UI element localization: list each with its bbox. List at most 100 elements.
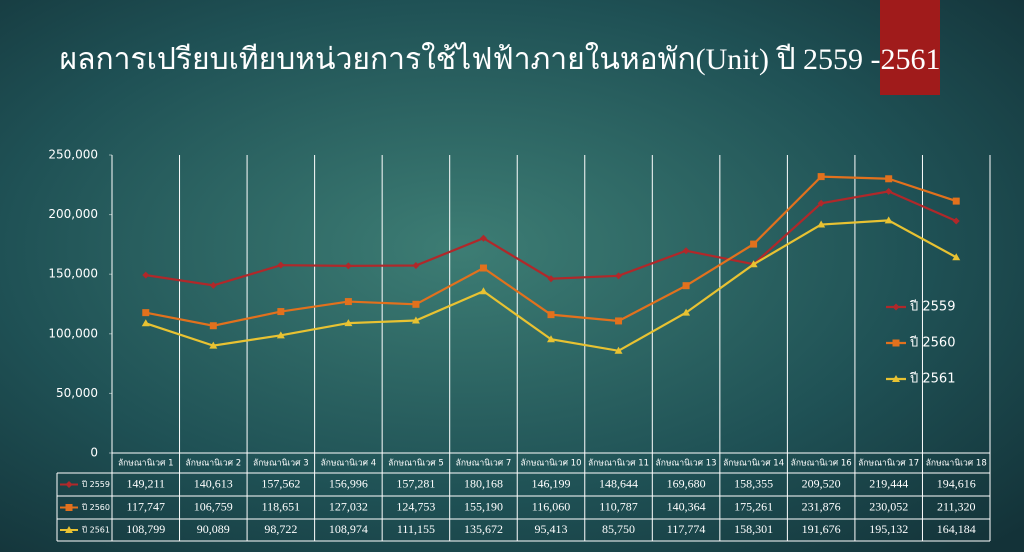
marker: [682, 247, 690, 255]
marker: [547, 311, 555, 319]
table-cell: 135,672: [464, 522, 503, 536]
marker: [614, 346, 623, 354]
marker: [344, 298, 352, 306]
legend-label: ปี 2561: [909, 371, 955, 387]
marker: [277, 261, 285, 269]
marker: [479, 287, 488, 295]
marker: [209, 322, 217, 330]
marker: [885, 187, 893, 195]
table-cell: 231,876: [802, 499, 841, 513]
marker: [209, 281, 217, 289]
x-tick-label: ลักษณานิเวศ 18: [926, 459, 987, 469]
marker: [276, 331, 285, 339]
marker: [749, 260, 758, 268]
table-cell: 118,651: [262, 499, 301, 513]
marker: [412, 300, 420, 308]
marker: [209, 341, 218, 349]
table-cell: 117,774: [667, 522, 706, 536]
chart-title: ผลการเปรียบเทียบหน่วยการใช้ไฟฟ้าภายในหอพ…: [60, 41, 941, 76]
table-cell: 155,190: [464, 499, 503, 513]
y-tick-label: 50,000: [56, 386, 98, 400]
marker: [344, 319, 353, 327]
marker: [65, 526, 73, 533]
legend-label: ปี 2560: [909, 335, 955, 351]
marker: [750, 240, 758, 248]
table-cell: 195,132: [869, 522, 908, 536]
table-cell: 140,364: [667, 499, 706, 513]
marker: [141, 319, 150, 327]
marker: [952, 197, 960, 205]
x-tick-label: ลักษณานิเวศ 14: [723, 459, 784, 469]
table-cell: 219,444: [869, 476, 908, 490]
marker: [884, 216, 893, 224]
marker: [277, 308, 285, 316]
marker: [142, 309, 150, 317]
x-tick-label: ลักษณานิเวศ 16: [791, 459, 852, 469]
marker: [479, 264, 487, 272]
table-cell: 169,680: [667, 476, 706, 490]
marker: [952, 253, 961, 261]
y-tick-label: 150,000: [48, 267, 98, 281]
accent-block: [880, 0, 940, 95]
table-row-label: ปี 2560: [81, 503, 110, 512]
table-cell: 116,060: [532, 499, 571, 513]
table-cell: 158,301: [734, 522, 773, 536]
x-tick-label: ลักษณานิเวศ 10: [520, 459, 581, 469]
table-cell: 106,759: [194, 499, 233, 513]
table-cell: 164,184: [937, 522, 976, 536]
y-tick-label: 200,000: [48, 207, 98, 221]
x-tick-label: ลักษณานิเวศ 11: [588, 459, 649, 469]
table-cell: 108,974: [329, 522, 368, 536]
x-tick-label: ลักษณานิเวศ 1: [118, 459, 174, 469]
table-cell: 95,413: [535, 522, 568, 536]
x-tick-label: ลักษณานิเวศ 2: [185, 459, 241, 469]
table-cell: 111,155: [397, 522, 435, 536]
x-tick-label: ลักษณานิเวศ 5: [388, 459, 444, 469]
x-tick-label: ลักษณานิเวศ 7: [456, 459, 512, 469]
table-cell: 180,168: [464, 476, 503, 490]
table-cell: 157,281: [396, 476, 435, 490]
marker: [547, 335, 555, 343]
table-cell: 175,261: [734, 499, 773, 513]
x-tick-label: ลักษณานิเวศ 13: [656, 459, 717, 469]
marker: [892, 303, 900, 311]
y-tick-label: 0: [90, 446, 98, 460]
table-cell: 140,613: [194, 476, 233, 490]
marker: [817, 173, 825, 181]
marker: [411, 316, 420, 324]
marker: [892, 375, 900, 382]
marker: [892, 339, 900, 347]
table-cell: 158,355: [734, 476, 773, 490]
table-cell: 209,520: [802, 476, 841, 490]
y-tick-label: 100,000: [48, 326, 98, 340]
table-cell: 230,052: [869, 499, 908, 513]
legend-label: ปี 2559: [909, 299, 955, 315]
table-cell: 98,722: [264, 522, 297, 536]
table-cell: 146,199: [532, 476, 571, 490]
table-cell: 157,562: [261, 476, 300, 490]
marker: [412, 262, 420, 270]
x-tick-label: ลักษณานิเวศ 17: [858, 459, 919, 469]
marker: [615, 317, 623, 325]
table-row-label: ปี 2559: [81, 480, 110, 489]
x-tick-label: ลักษณานิเวศ 3: [253, 459, 309, 469]
marker: [817, 199, 825, 207]
marker: [615, 272, 623, 280]
marker: [952, 217, 960, 225]
table-cell: 85,750: [602, 522, 635, 536]
marker: [479, 234, 487, 242]
marker: [65, 504, 73, 511]
table-cell: 191,676: [802, 522, 841, 536]
table-cell: 127,032: [329, 499, 368, 513]
table-cell: 148,644: [599, 476, 638, 490]
marker: [142, 271, 150, 279]
table-cell: 149,211: [126, 476, 165, 490]
table-cell: 108,799: [126, 522, 165, 536]
table-cell: 211,320: [937, 499, 976, 513]
table-row-label: ปี 2561: [81, 526, 110, 535]
marker: [682, 282, 690, 290]
marker: [65, 481, 73, 488]
table-cell: 156,996: [329, 476, 368, 490]
